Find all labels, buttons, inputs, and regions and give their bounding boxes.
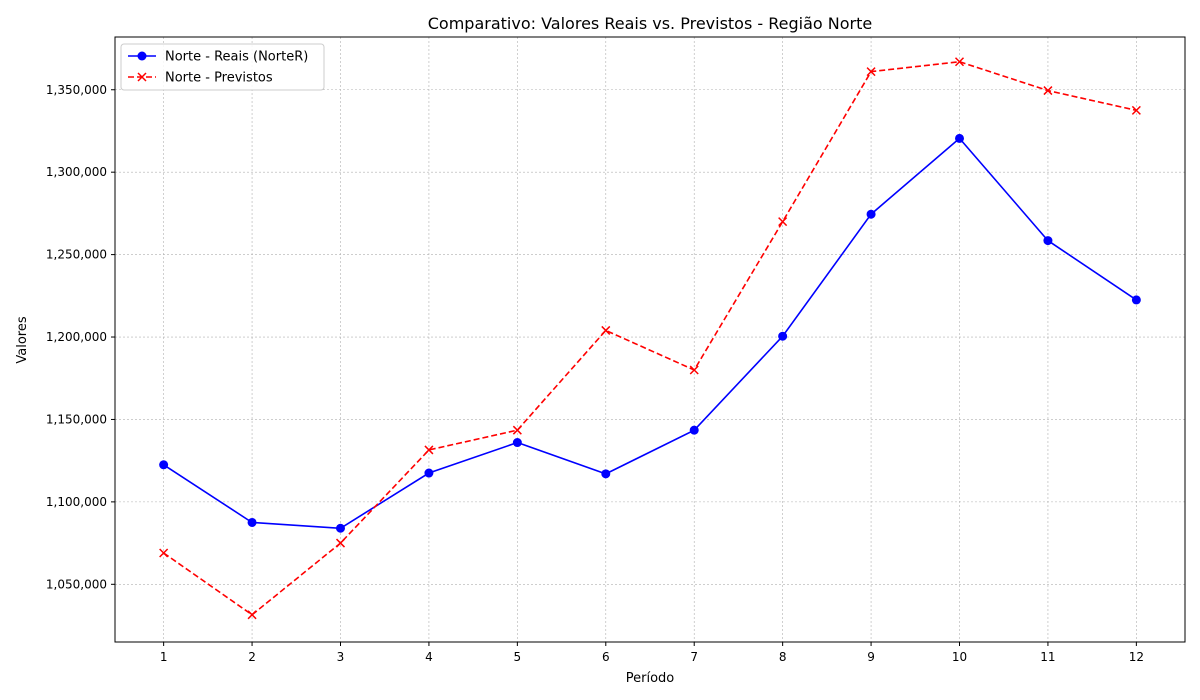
data-point [866, 209, 876, 219]
data-point [247, 610, 257, 620]
x-tick-label: 7 [690, 650, 698, 664]
data-point [1043, 86, 1053, 96]
data-point [512, 425, 522, 435]
data-point [954, 57, 965, 67]
y-tick-label: 1,050,000 [46, 577, 107, 591]
x-tick-label: 4 [425, 650, 433, 664]
x-tick-label: 12 [1129, 650, 1144, 664]
series-2 [159, 57, 1141, 620]
data-point [335, 523, 345, 533]
y-tick-label: 1,150,000 [46, 412, 107, 426]
grid-layer [115, 37, 1185, 642]
data-point [689, 365, 699, 375]
ticks-layer: 1 2 3 4 5 6 7 8 9 10 11 121,050,0001,100,0001,150,0… [46, 83, 1144, 664]
series-line [163, 60, 1137, 616]
x-tick-label: 1 [160, 650, 168, 664]
legend-marker [137, 51, 147, 61]
data-point [424, 468, 434, 478]
data-point [512, 438, 522, 448]
x-tick-label: 10 [952, 650, 967, 664]
data-point [424, 445, 434, 455]
plot-frame [114, 36, 1186, 643]
data-point [1043, 236, 1053, 246]
chart-title: Comparativo: Valores Reais vs. Previstos… [428, 14, 872, 33]
x-tick-label: 9 [867, 650, 875, 664]
series-1 [159, 133, 1141, 533]
y-tick-label: 1,300,000 [46, 165, 107, 179]
data-point [866, 67, 876, 77]
data-point [778, 217, 788, 227]
y-tick-label: 1,350,000 [46, 83, 107, 97]
legend-item: Norte - Previstos [128, 71, 273, 86]
legend-marker [137, 72, 147, 82]
data-point [1131, 295, 1141, 305]
data-point [601, 469, 611, 479]
x-axis-label: Período [626, 671, 675, 686]
data-point [159, 548, 169, 558]
data-point [601, 325, 611, 335]
legend-item: Norte - Reais (NorteR) [128, 50, 308, 65]
data-point [689, 425, 699, 435]
legend-box [120, 43, 325, 91]
y-axis-label: Valores [15, 316, 30, 363]
data-point [955, 133, 965, 143]
x-tick-label: 5 [514, 650, 522, 664]
y-tick-label: 1,250,000 [46, 248, 107, 262]
legend-label: Norte - Reais (NorteR) [165, 50, 308, 65]
x-tick-label: 8 [779, 650, 787, 664]
x-tick-label: 6 [602, 650, 610, 664]
series-layer [159, 57, 1141, 620]
legend: Norte - Reais (NorteR) Norte - Previstos [120, 43, 325, 91]
data-point [247, 517, 257, 527]
x-tick-label: 3 [337, 650, 345, 664]
data-point [1131, 105, 1141, 115]
x-tick-label: 2 [248, 650, 256, 664]
y-tick-label: 1,100,000 [46, 495, 107, 509]
y-tick-label: 1,200,000 [46, 330, 107, 344]
series-line [163, 137, 1137, 530]
x-tick-label: 11 [1040, 650, 1055, 664]
data-point [335, 538, 346, 548]
data-point [159, 460, 169, 470]
data-point [778, 331, 788, 341]
legend-label: Norte - Previstos [165, 71, 273, 86]
